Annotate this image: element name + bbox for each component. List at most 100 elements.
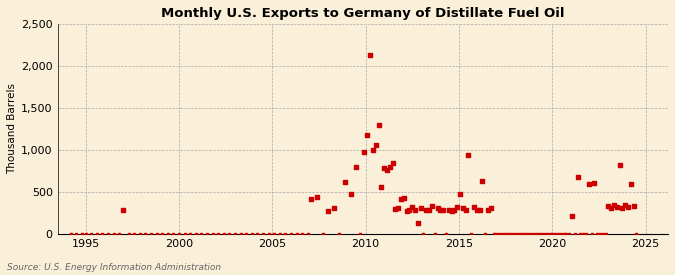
Point: [491, 232, 502, 236]
Point: [474, 208, 485, 213]
Point: [80, 232, 91, 236]
Point: [539, 232, 549, 236]
Point: [263, 232, 274, 236]
Point: [134, 232, 145, 236]
Point: [252, 232, 263, 236]
Point: [140, 232, 151, 236]
Point: [429, 232, 440, 236]
Point: [415, 206, 426, 210]
Point: [454, 192, 465, 196]
Point: [286, 232, 296, 236]
Point: [185, 232, 196, 236]
Point: [71, 232, 82, 236]
Point: [544, 232, 555, 236]
Point: [387, 161, 398, 166]
Point: [553, 232, 564, 236]
Point: [224, 232, 235, 236]
Point: [595, 232, 605, 236]
Point: [522, 232, 533, 236]
Point: [541, 232, 552, 236]
Point: [427, 204, 437, 208]
Point: [146, 232, 157, 236]
Text: Source: U.S. Energy Information Administration: Source: U.S. Energy Information Administ…: [7, 263, 221, 272]
Point: [502, 232, 513, 236]
Point: [274, 232, 285, 236]
Point: [497, 232, 508, 236]
Point: [603, 204, 614, 208]
Point: [510, 232, 521, 236]
Point: [443, 208, 454, 213]
Point: [435, 208, 446, 212]
Point: [477, 179, 488, 183]
Point: [457, 206, 468, 210]
Point: [583, 182, 594, 186]
Y-axis label: Thousand Barrels: Thousand Barrels: [7, 83, 17, 174]
Point: [190, 232, 201, 236]
Point: [622, 205, 633, 210]
Point: [351, 164, 362, 169]
Point: [334, 232, 345, 236]
Point: [346, 191, 356, 196]
Point: [365, 53, 376, 57]
Point: [373, 123, 384, 127]
Point: [157, 232, 167, 236]
Point: [381, 168, 392, 172]
Point: [410, 207, 421, 212]
Point: [558, 232, 569, 236]
Point: [76, 232, 87, 236]
Point: [97, 232, 108, 236]
Point: [379, 166, 389, 170]
Point: [246, 232, 257, 236]
Point: [280, 232, 291, 236]
Point: [390, 207, 401, 211]
Point: [86, 232, 97, 236]
Point: [556, 232, 566, 236]
Point: [354, 232, 365, 236]
Point: [580, 232, 591, 236]
Point: [235, 232, 246, 236]
Point: [628, 204, 639, 208]
Point: [617, 206, 628, 210]
Point: [513, 232, 524, 236]
Point: [407, 205, 418, 209]
Point: [398, 196, 409, 200]
Point: [572, 175, 583, 179]
Point: [536, 232, 547, 236]
Point: [421, 207, 432, 212]
Title: Monthly U.S. Exports to Germany of Distillate Fuel Oil: Monthly U.S. Exports to Germany of Disti…: [161, 7, 564, 20]
Point: [592, 232, 603, 236]
Point: [524, 232, 535, 236]
Point: [424, 207, 435, 212]
Point: [500, 232, 510, 236]
Point: [362, 133, 373, 137]
Point: [258, 232, 269, 236]
Point: [103, 232, 113, 236]
Point: [404, 207, 415, 212]
Point: [530, 232, 541, 236]
Point: [114, 232, 125, 236]
Point: [371, 143, 381, 147]
Point: [463, 153, 474, 157]
Point: [483, 208, 493, 213]
Point: [597, 232, 608, 236]
Point: [393, 206, 404, 210]
Point: [358, 150, 369, 155]
Point: [117, 207, 128, 212]
Point: [385, 164, 396, 169]
Point: [449, 207, 460, 212]
Point: [213, 232, 223, 236]
Point: [569, 232, 580, 236]
Point: [151, 232, 162, 236]
Point: [168, 232, 179, 236]
Point: [432, 206, 443, 210]
Point: [412, 221, 423, 225]
Point: [614, 163, 625, 167]
Point: [437, 207, 448, 212]
Point: [631, 232, 642, 236]
Point: [402, 209, 412, 213]
Point: [485, 206, 496, 210]
Point: [516, 232, 527, 236]
Point: [329, 206, 340, 210]
Point: [376, 185, 387, 189]
Point: [196, 232, 207, 236]
